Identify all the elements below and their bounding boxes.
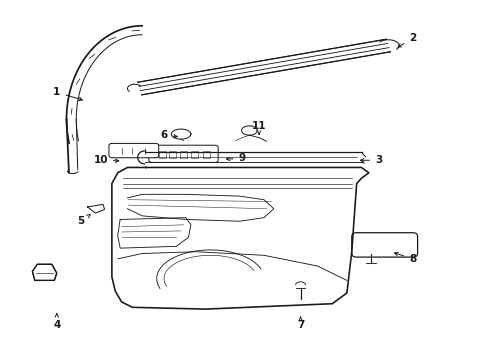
Text: 1: 1 (53, 87, 82, 100)
Text: 5: 5 (78, 215, 90, 226)
FancyBboxPatch shape (109, 143, 158, 158)
Text: 3: 3 (360, 155, 382, 165)
Polygon shape (32, 264, 57, 280)
Text: 9: 9 (226, 153, 245, 163)
Bar (180, 150, 186, 158)
Text: 7: 7 (296, 317, 304, 330)
Text: 6: 6 (160, 130, 177, 140)
FancyBboxPatch shape (149, 145, 218, 162)
Bar (168, 150, 175, 158)
Text: 11: 11 (251, 121, 266, 134)
Text: 10: 10 (93, 155, 119, 165)
Text: 2: 2 (397, 33, 415, 47)
Bar (159, 150, 165, 158)
Bar (203, 150, 209, 158)
Bar (190, 150, 197, 158)
Text: 8: 8 (394, 252, 415, 264)
FancyBboxPatch shape (351, 233, 417, 257)
Text: 4: 4 (53, 314, 61, 330)
